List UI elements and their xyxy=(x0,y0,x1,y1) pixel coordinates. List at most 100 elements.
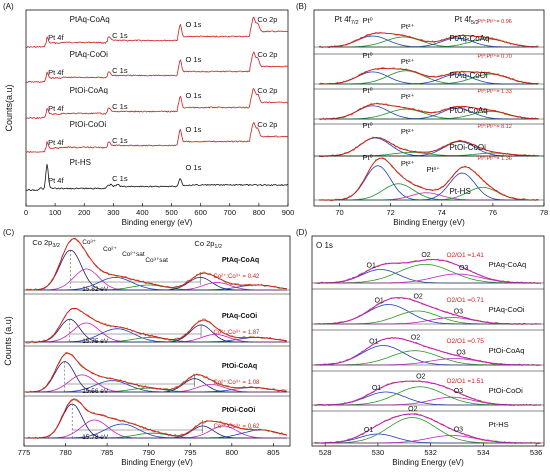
panel-b-envelope xyxy=(319,137,539,157)
panel-c-co3sat-label: Co³⁺sat xyxy=(145,257,168,264)
panel-a-peak-label: Pt 4f xyxy=(48,104,64,113)
panel-a-tick-label: 600 xyxy=(194,208,207,217)
panel-d-tick-label: 536 xyxy=(530,448,543,457)
panel-a-series-line xyxy=(25,88,288,119)
panel-d-o2-label: O2 xyxy=(408,406,417,413)
panel-b-series-name: PtAq-CoAq xyxy=(449,34,489,43)
panel-c-co3-label: Co³⁺ xyxy=(82,239,96,246)
panel-a-tick-label: 900 xyxy=(282,208,295,217)
panel-b-ratio: Pt⁰:Pt²⁺= 0.70 xyxy=(478,53,512,60)
panel-d-tick-label: 528 xyxy=(319,448,332,457)
panel-c-raw-data xyxy=(25,352,287,394)
panel-b-series-name: PtOi-CoAq xyxy=(449,106,487,115)
panel-d-o2-label: O2 xyxy=(413,294,422,301)
panel-b-envelope xyxy=(319,68,539,85)
panel-b-tick-label: 74 xyxy=(438,208,446,217)
panel-b-pt0-label: Pt⁰ xyxy=(363,121,373,130)
panel-d-series-name: PtAq-CoOi xyxy=(489,305,525,314)
panel-c-ylabel: Counts (a.u) xyxy=(3,316,13,366)
panel-b-pt0-label: Pt⁰ xyxy=(363,153,373,162)
panel-c-splitting-label: 15.56 eV xyxy=(82,388,109,395)
panel-b-component-peak xyxy=(319,183,539,201)
panel-c-splitting-label: 15.82 eV xyxy=(82,286,109,293)
panel-d-ratio: O2/O1 =1.51 xyxy=(446,378,484,385)
panel-d-o1-label: O1 xyxy=(372,385,381,392)
panel-a-tick-label: 0 xyxy=(24,208,28,217)
panel-a-series-name: PtOi-CoAq xyxy=(70,86,108,95)
panel-d-o1-label: O1 xyxy=(369,339,378,346)
panel-a-peak-label: C 1s xyxy=(112,174,128,183)
panel-b-series-name: PtOi-CoOi xyxy=(449,143,486,152)
panel-b-pt0-label: Pt⁰ xyxy=(363,86,373,95)
panel-a-tick-label: 500 xyxy=(165,208,178,217)
panel-a-peak-label: O 1s xyxy=(186,20,202,29)
panel-b-label: (B) xyxy=(296,2,307,11)
panel-d-o3-label: O3 xyxy=(454,388,463,395)
panel-c-envelope xyxy=(25,398,287,439)
panel-a-peak-label: Pt 4f xyxy=(48,176,64,185)
panel-d-envelope xyxy=(314,413,541,444)
panel-a-peak-label: O 1s xyxy=(186,91,202,100)
panel-c-tick-label: 785 xyxy=(101,448,114,457)
panel-c-co2p32: Co 2p3/2 xyxy=(32,238,60,249)
panel-a-tick-label: 200 xyxy=(78,208,91,217)
panel-a-peak-label: Pt 4f xyxy=(48,68,64,77)
panel-b-tick-label: 76 xyxy=(489,208,497,217)
panel-a-peak-label: C 1s xyxy=(112,102,128,111)
panel-d-component-peak xyxy=(314,269,541,284)
panel-c-envelope xyxy=(25,352,287,393)
panel-a-frame xyxy=(25,9,289,207)
panel-b-ratio: Pt⁰:Pt²⁺= 8.12 xyxy=(478,123,512,130)
panel-a-peak-label: O 1s xyxy=(186,163,202,172)
panel-a-peak-label: C 1s xyxy=(112,31,128,40)
panel-a-series-line xyxy=(25,163,289,192)
panel-d-o3-label: O3 xyxy=(459,265,468,272)
panel-a-series-line xyxy=(25,122,289,153)
panel-d-header: O 1s xyxy=(316,241,333,250)
panel-a-peak-label: O 1s xyxy=(186,125,202,134)
panel-c-frame xyxy=(23,235,291,447)
panel-a-peak-label: Co 2p xyxy=(257,86,277,95)
panel-d-envelope xyxy=(314,297,541,325)
panel-d-frame xyxy=(311,235,545,447)
panel-d-o3-label: O3 xyxy=(454,309,463,316)
panel-d-tick-label: 532 xyxy=(424,448,437,457)
panel-c-tick-label: 780 xyxy=(59,448,72,457)
panel-b-pt3-label: Pt³⁺ xyxy=(426,165,440,174)
panel-c-series-name: PtAq-CoAq xyxy=(222,257,259,264)
panel-b-pt2-label: Pt²⁺ xyxy=(401,92,415,101)
panel-b-tick-label: 78 xyxy=(540,208,548,217)
panel-d-o3-label: O3 xyxy=(454,427,463,434)
panel-a-series-line xyxy=(26,16,289,48)
panel-d-envelope xyxy=(314,380,541,406)
panel-d-envelope xyxy=(314,337,541,366)
panel-d-o1-label: O1 xyxy=(367,263,376,270)
panel-c-ratio: Co²⁺:Co³⁺ = 0.62 xyxy=(214,423,261,430)
panel-a-series-name: PtOi-CoOi xyxy=(70,120,107,129)
panel-d-ratio: O2/O1 =1.41 xyxy=(446,252,484,259)
panel-a-peak-label: O 1s xyxy=(186,55,202,64)
panel-a-peak-label: Pt 4f xyxy=(48,138,64,147)
panel-c-envelope xyxy=(25,238,287,291)
panel-b-pt0-label: Pt⁰ xyxy=(363,16,373,25)
panel-c-xlabel: Binding Energy (eV) xyxy=(121,458,193,467)
panel-a-tick-label: 100 xyxy=(49,208,62,217)
panel-b-envelope xyxy=(319,157,539,201)
panel-b-pt0-label: Pt⁰ xyxy=(363,51,373,60)
panel-b-series-name: PtAq-CoOi xyxy=(449,71,487,80)
panel-a-peak-label: C 1s xyxy=(112,66,128,75)
panel-b-xlabel: Binding Energy (eV) xyxy=(393,218,465,227)
panel-c-splitting-label: 15.78 eV xyxy=(82,434,109,441)
panel-a-tick-label: 400 xyxy=(136,208,149,217)
panel-b-header-right: Pt 4f5/2 xyxy=(455,15,479,26)
panel-b-pt2-label: Pt²⁺ xyxy=(401,57,415,66)
panel-b-series-name: Pt-HS xyxy=(449,187,470,196)
panel-a-peak-label: C 1s xyxy=(112,136,128,145)
panel-d-xlabel: Binding Energy (eV) xyxy=(392,458,464,467)
panel-b-raw-data xyxy=(318,102,539,121)
panel-d-o1-label: O1 xyxy=(374,298,383,305)
panel-c-component-peak xyxy=(25,281,287,291)
panel-a-label: (A) xyxy=(3,2,14,11)
panel-d-ratio: O2/O1 =0.71 xyxy=(446,297,484,304)
